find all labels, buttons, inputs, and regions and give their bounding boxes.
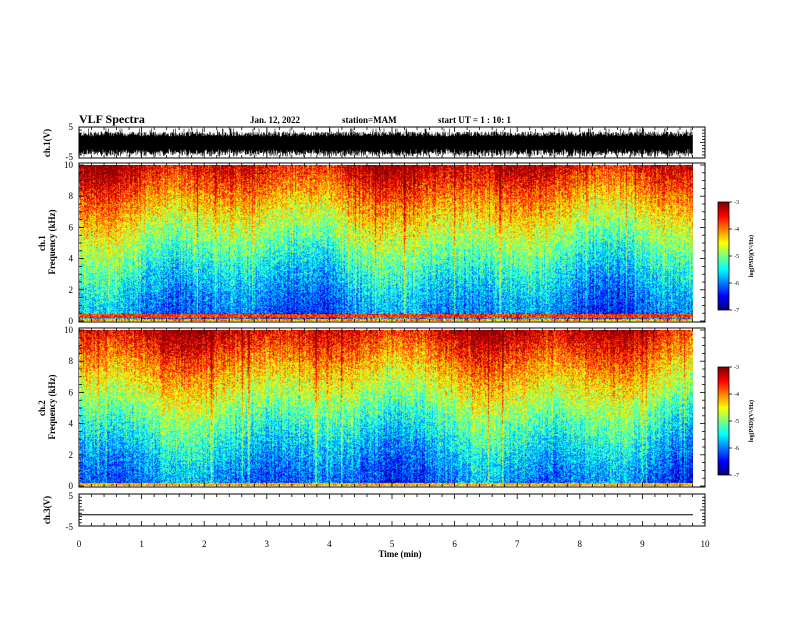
ch2-freq-ytick-2: 4 — [69, 419, 74, 429]
ch1-freq-ytick-5: 10 — [64, 160, 74, 170]
x-tick-label-9: 9 — [640, 539, 645, 549]
ch1-waveform-panel: 5 -5 ch.1(V) — [42, 122, 706, 162]
x-axis-tick-labels: 0 1 2 3 4 5 6 7 8 9 10 — [77, 539, 710, 549]
ch1-ytick-bottom: -5 — [66, 152, 74, 162]
x-tick-label-2: 2 — [202, 539, 207, 549]
x-axis-label: Time (min) — [378, 549, 421, 559]
ch2-colorbar-gradient — [718, 367, 729, 475]
cb1-tick-0: -3 — [734, 200, 739, 206]
x-tick-label-0: 0 — [77, 539, 82, 549]
cb2-tick-3: -6 — [734, 446, 739, 452]
x-tick-label-3: 3 — [265, 539, 270, 549]
ch1-freq-ytick-1: 2 — [69, 285, 74, 295]
ch2-freq-ytick-1: 2 — [69, 450, 74, 460]
ch1-freq-ytick-2: 4 — [69, 254, 74, 264]
ch2-spectrogram-ylabel: ch.2 Frequency (kHz) — [37, 374, 57, 439]
ch3-ytick-top: 5 — [69, 491, 74, 501]
ch2-ylabel-line1: ch.2 — [37, 400, 47, 416]
header-station: station=MAM — [342, 115, 397, 125]
ch1-freq-ytick-0: 0 — [69, 316, 74, 326]
ch1-waveform-path — [79, 128, 693, 157]
x-tick-label-7: 7 — [515, 539, 520, 549]
ch2-freq-ytick-5: 10 — [64, 325, 74, 335]
ch2-spectrogram-heatmap — [79, 330, 693, 486]
ch1-waveform-ylabel: ch.1(V) — [42, 129, 52, 157]
cb1-tick-3: -6 — [734, 281, 739, 287]
ch3-ytick-bottom: -5 — [66, 522, 74, 532]
cb2-tick-2: -5 — [734, 419, 739, 425]
ch1-ytick-top: 5 — [69, 122, 74, 132]
ch1-freq-ytick-3: 6 — [69, 222, 74, 232]
ch1-colorbar: -3 -4 -5 -6 -7 log(PSD)(V²/Hz) — [717, 200, 755, 314]
ch1-spectrogram-panel: 0 2 4 6 8 10 ch.1 Frequency (kHz) — [37, 160, 706, 326]
cb1-tick-4: -7 — [734, 308, 739, 314]
cb2-tick-1: -4 — [734, 392, 739, 398]
x-tick-label-1: 1 — [139, 539, 144, 549]
cb1-tick-2: -5 — [734, 254, 739, 260]
x-tick-label-6: 6 — [452, 539, 457, 549]
ch1-ylabel-line2: Frequency (kHz) — [47, 209, 57, 274]
ch1-ylabel-line1: ch.1 — [37, 235, 47, 251]
ch2-freq-ytick-4: 8 — [69, 356, 74, 366]
x-tick-label-8: 8 — [578, 539, 583, 549]
ch2-freq-ytick-3: 6 — [69, 387, 74, 397]
cb1-tick-1: -4 — [734, 227, 739, 233]
figure-title: VLF Spectra — [79, 112, 145, 126]
ch1-colorbar-label: log(PSD)(V²/Hz) — [748, 235, 755, 277]
ch3-waveform-ylabel: ch.3(V) — [42, 496, 52, 524]
ch1-spectrogram-heatmap — [79, 165, 693, 321]
ch1-spectrogram-ylabel: ch.1 Frequency (kHz) — [37, 209, 57, 274]
ch1-waveform-trace — [79, 128, 693, 157]
ch1-colorbar-gradient — [718, 202, 729, 310]
header-date: Jan. 12, 2022 — [250, 115, 301, 125]
ch2-colorbar-label: log(PSD)(V²/Hz) — [748, 400, 755, 442]
ch3-waveform-panel: 5 -5 ch.3(V) — [42, 491, 706, 532]
x-tick-label-5: 5 — [390, 539, 395, 549]
ch2-colorbar: -3 -4 -5 -6 -7 log(PSD)(V²/Hz) — [717, 365, 755, 479]
x-tick-label-10: 10 — [701, 539, 711, 549]
cb2-tick-4: -7 — [734, 473, 739, 479]
x-tick-label-4: 4 — [327, 539, 332, 549]
ch2-freq-ytick-0: 0 — [69, 481, 74, 491]
cb2-tick-0: -3 — [734, 365, 739, 371]
ch2-ylabel-line2: Frequency (kHz) — [47, 374, 57, 439]
ch2-spectrogram-panel: 0 2 4 6 8 10 ch.2 Frequency (kHz) — [37, 325, 706, 491]
header-start-ut: start UT = 1 : 10: 1 — [438, 115, 511, 125]
ch1-freq-ytick-4: 8 — [69, 191, 74, 201]
